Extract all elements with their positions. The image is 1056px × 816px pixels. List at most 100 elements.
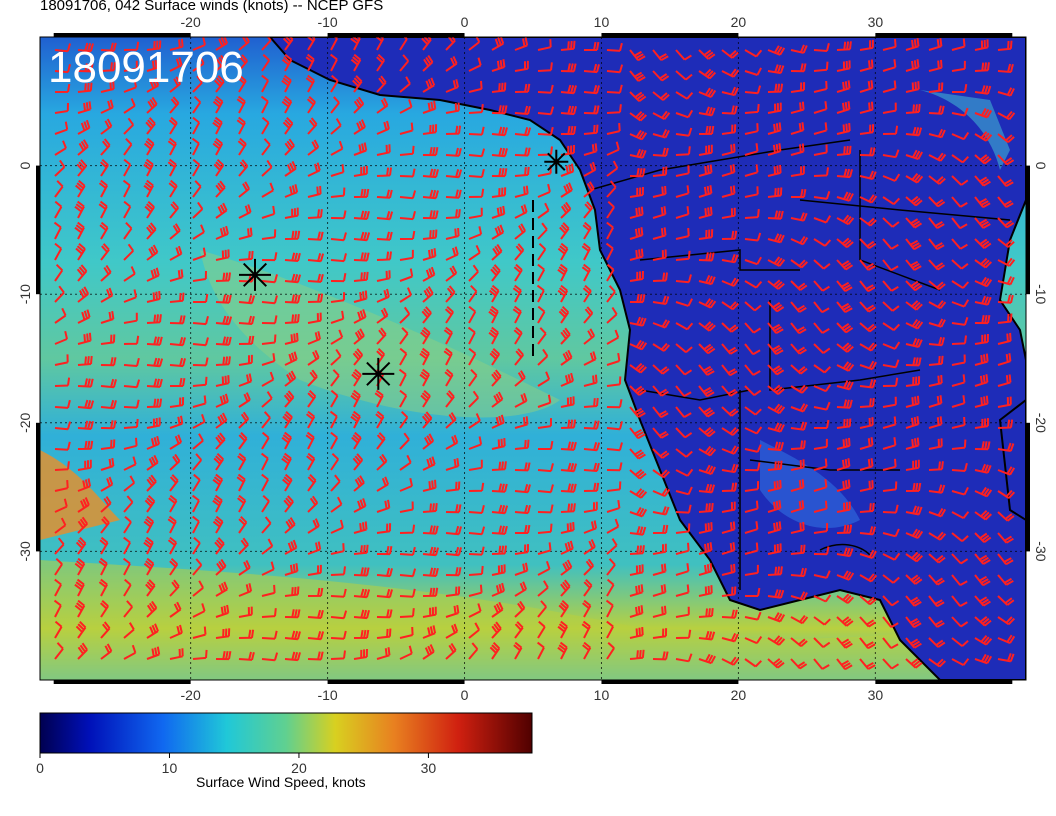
- wind-barb: [422, 625, 437, 639]
- wind-barb: [928, 395, 943, 408]
- wind-barb: [146, 314, 162, 324]
- wind-barb: [330, 292, 346, 303]
- wind-barb: [790, 122, 805, 135]
- wind-barb: [215, 651, 232, 661]
- wind-barb: [813, 637, 831, 649]
- wind-barb: [560, 522, 575, 534]
- wind-barb: [399, 168, 416, 178]
- wind-barb: [353, 252, 370, 262]
- wind-barb: [813, 167, 829, 177]
- wind-barb: [146, 336, 163, 346]
- wind-barb: [422, 433, 435, 450]
- wind-barb: [468, 168, 485, 178]
- wind-barb: [376, 211, 394, 221]
- wind-barb: [928, 438, 943, 450]
- wind-barb: [652, 364, 670, 375]
- wind-barb: [675, 448, 693, 458]
- wind-barb: [283, 390, 295, 408]
- lat-label-right: -20: [1033, 413, 1049, 433]
- wind-barb: [353, 544, 369, 555]
- wind-barb: [928, 375, 943, 387]
- wind-barb: [974, 441, 991, 451]
- wind-barb: [307, 185, 322, 198]
- wind-barb: [491, 105, 508, 115]
- wind-barb: [744, 103, 760, 114]
- wind-barb: [951, 175, 969, 186]
- wind-barb: [54, 578, 62, 597]
- wind-barb: [882, 259, 899, 272]
- wind-barb: [468, 642, 479, 660]
- wind-barb: [997, 511, 1015, 522]
- lat-label-left: 0: [17, 161, 33, 169]
- wind-barb: [905, 238, 922, 251]
- wind-barb: [98, 200, 108, 219]
- wind-barb: [261, 630, 278, 640]
- wind-barb: [974, 257, 993, 269]
- wind-barb: [445, 642, 457, 660]
- wind-barb: [123, 158, 132, 177]
- wind-barb: [560, 419, 577, 429]
- wind-barb: [859, 238, 877, 250]
- wind-barb: [123, 137, 133, 156]
- wind-barb: [329, 410, 338, 429]
- wind-barb: [767, 441, 784, 452]
- wind-barb: [558, 305, 570, 324]
- colorbar-tick-label: 10: [162, 760, 178, 776]
- wind-barb: [468, 622, 480, 639]
- wind-barb: [859, 280, 876, 293]
- wind-barb: [583, 539, 596, 555]
- wind-barb: [169, 315, 186, 325]
- wind-barb: [514, 562, 529, 576]
- wind-barb: [514, 621, 524, 639]
- wind-barb: [330, 273, 347, 283]
- wind-barb: [167, 515, 177, 534]
- wind-barb: [928, 152, 947, 162]
- wind-barb: [744, 444, 762, 453]
- wind-barb: [77, 119, 91, 135]
- storm-marker-asterisk: [544, 149, 569, 174]
- wind-barb: [215, 202, 228, 219]
- wind-barb: [675, 146, 691, 156]
- wind-barb: [537, 504, 554, 514]
- wind-barb: [307, 231, 324, 241]
- wind-barb: [123, 418, 139, 429]
- wind-barb: [143, 158, 154, 177]
- wind-barb: [445, 434, 459, 450]
- wind-barb: [951, 131, 970, 141]
- wind-barb: [905, 574, 923, 585]
- wind-barb: [146, 40, 162, 51]
- wind-barb: [445, 147, 462, 157]
- wind-barb: [629, 110, 647, 122]
- wind-barb: [284, 609, 301, 619]
- wind-barb: [790, 421, 808, 431]
- wind-barb: [652, 584, 667, 597]
- wind-barb: [100, 643, 113, 660]
- wind-barb: [238, 629, 255, 639]
- wind-barb: [928, 300, 947, 310]
- wind-barb: [353, 142, 368, 156]
- wind-barb: [629, 316, 647, 327]
- wind-barb: [261, 159, 273, 177]
- wind-barb: [813, 546, 830, 556]
- wind-barb: [744, 209, 760, 219]
- wind-barb: [583, 501, 598, 513]
- wind-barb: [652, 91, 670, 101]
- wind-barb: [468, 459, 483, 471]
- wind-barb: [76, 159, 87, 177]
- wind-barb: [581, 263, 591, 282]
- wind-barb: [443, 326, 453, 345]
- wind-barb: [445, 102, 460, 114]
- wind-barb: [675, 109, 694, 119]
- wind-barb: [606, 620, 614, 639]
- wind-barb: [238, 354, 253, 366]
- wind-barb: [169, 223, 181, 240]
- wind-barb: [721, 253, 739, 264]
- wind-barb: [123, 221, 133, 240]
- wind-barb: [422, 147, 439, 157]
- wind-barb: [583, 397, 599, 408]
- wind-barb: [399, 327, 409, 345]
- wind-barb: [491, 438, 506, 450]
- wind-barb: [422, 479, 437, 492]
- wind-barb: [629, 469, 647, 480]
- wind-barb: [376, 189, 393, 199]
